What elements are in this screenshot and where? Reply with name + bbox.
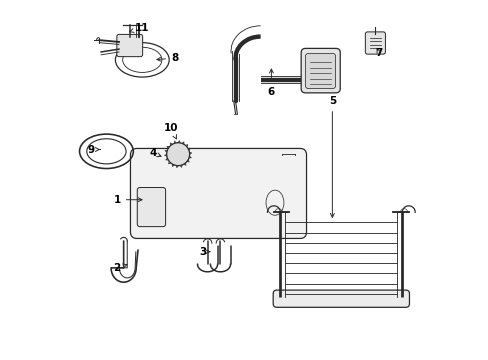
FancyBboxPatch shape (305, 53, 335, 89)
Text: 2: 2 (113, 263, 127, 273)
FancyBboxPatch shape (137, 188, 165, 226)
FancyBboxPatch shape (273, 290, 408, 307)
Text: 7: 7 (374, 48, 382, 58)
Text: 11: 11 (129, 23, 149, 33)
Text: 5: 5 (328, 96, 335, 217)
Text: 6: 6 (267, 69, 274, 97)
Text: 9: 9 (87, 144, 100, 154)
Circle shape (166, 143, 189, 166)
FancyBboxPatch shape (117, 35, 142, 57)
Text: 3: 3 (199, 247, 209, 257)
Text: 8: 8 (157, 53, 178, 63)
Text: 10: 10 (163, 123, 178, 139)
Text: 4: 4 (149, 148, 161, 158)
FancyBboxPatch shape (301, 48, 340, 93)
FancyBboxPatch shape (130, 148, 306, 238)
Text: 1: 1 (113, 195, 142, 205)
FancyBboxPatch shape (365, 32, 385, 54)
